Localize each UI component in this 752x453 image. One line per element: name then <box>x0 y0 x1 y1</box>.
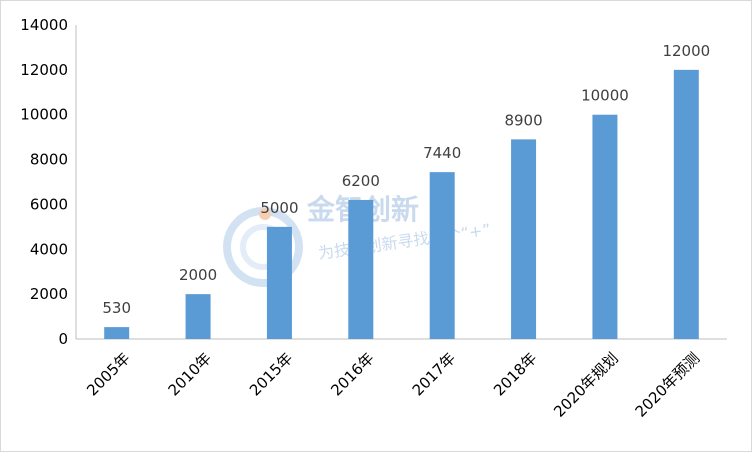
bar <box>673 69 699 339</box>
watermark-subtitle: 为技术创新寻找一个“+” <box>317 220 492 263</box>
x-tick-label: 2005年 <box>83 349 133 399</box>
y-tick-label: 8000 <box>30 151 68 169</box>
data-label: 5000 <box>260 199 298 217</box>
y-tick-label: 14000 <box>20 16 68 34</box>
y-tick-label: 10000 <box>20 106 68 124</box>
y-tick-label: 0 <box>58 330 68 348</box>
data-label: 12000 <box>662 42 710 60</box>
bar <box>592 114 618 339</box>
data-label: 10000 <box>581 87 629 105</box>
data-label: 6200 <box>342 172 380 190</box>
x-tick-label: 2016年 <box>327 349 377 399</box>
x-tick-label: 2020年预测 <box>632 349 704 421</box>
y-tick-labels: 0 2000 4000 6000 8000 10000 12000 14000 <box>20 16 68 348</box>
data-labels: 530 2000 5000 6200 7440 8900 10000 12000 <box>102 42 710 317</box>
data-label: 530 <box>102 299 131 317</box>
x-tick-labels: 2005年 2010年 2015年 2016年 2017年 2018年 2020年规划 202… <box>83 349 703 421</box>
bar <box>348 199 374 339</box>
y-tick-label: 2000 <box>30 285 68 303</box>
data-label: 7440 <box>423 144 461 162</box>
x-tick-label: 2018年 <box>490 349 540 399</box>
y-tick-label: 6000 <box>30 195 68 213</box>
bar <box>266 226 292 339</box>
bar <box>104 327 130 339</box>
data-label: 8900 <box>504 111 542 129</box>
x-tick-label: 2010年 <box>165 349 215 399</box>
bar <box>185 294 211 339</box>
data-label: 2000 <box>179 266 217 284</box>
bars <box>104 69 699 339</box>
x-tick-label: 2017年 <box>409 349 459 399</box>
bar <box>511 139 537 339</box>
y-tick-label: 12000 <box>20 61 68 79</box>
x-tick-label: 2015年 <box>246 349 296 399</box>
y-tick-label: 4000 <box>30 240 68 258</box>
x-tick-label: 2020年规划 <box>550 349 622 421</box>
bar <box>429 172 455 339</box>
